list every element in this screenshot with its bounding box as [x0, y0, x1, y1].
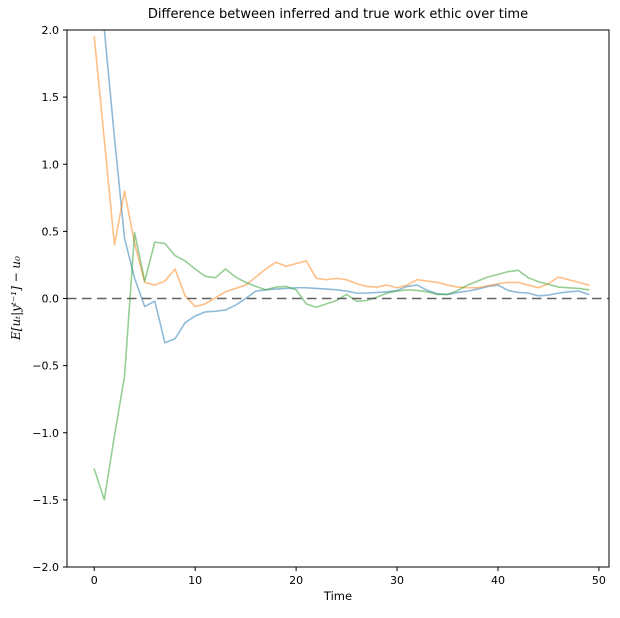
y-tick-label: 1.0 [42, 158, 60, 171]
x-tick-label: 10 [188, 574, 202, 587]
x-tick-label: 0 [91, 574, 98, 587]
x-axis-label: Time [323, 589, 353, 603]
chart-title: Difference between inferred and true wor… [147, 7, 529, 22]
y-tick-label: 0.5 [42, 225, 60, 238]
y-tick-label: −1.0 [32, 427, 59, 440]
series-line-2 [93, 35, 590, 308]
y-axis-label: E[uₜ|yᵗ⁻¹] − u₀ [9, 256, 23, 340]
y-tick-label: −2.0 [32, 561, 59, 574]
y-tick-label: 1.5 [42, 91, 60, 104]
y-tick-label: 0.0 [42, 293, 60, 306]
series-line-3 [93, 231, 590, 501]
y-tick-label: −0.5 [32, 360, 59, 373]
x-tick-label: 40 [491, 574, 505, 587]
y-tick-label: 2.0 [42, 24, 60, 37]
x-tick-label: 30 [390, 574, 404, 587]
series-line-1 [103, 30, 590, 344]
y-tick-label: −1.5 [32, 494, 59, 507]
x-tick-label: 20 [289, 574, 303, 587]
x-tick-label: 50 [592, 574, 606, 587]
